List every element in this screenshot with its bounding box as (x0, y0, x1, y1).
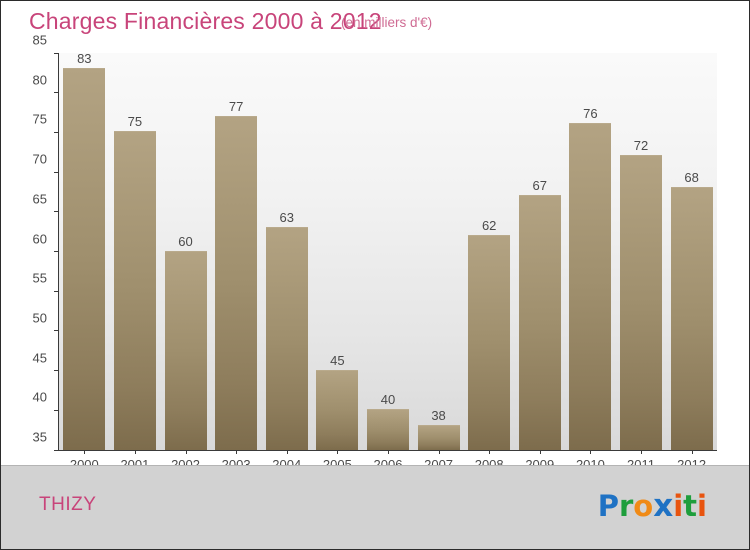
y-axis-tick-mark (54, 449, 59, 451)
y-axis-tick-label: 75 (32, 111, 47, 127)
bar[interactable] (215, 115, 258, 450)
bar[interactable] (518, 194, 561, 450)
bar-slot: 622008 (464, 53, 515, 472)
chart-plot-wrapper: 35 40 45 50 55 60 65 70 75 80 85 83200075200160200… (1, 34, 749, 472)
x-axis-tick-mark (337, 450, 339, 454)
y-axis-tick-label: 80 (32, 72, 47, 88)
x-axis-tick-mark (84, 450, 86, 454)
y-axis-tick-label: 55 (32, 270, 47, 286)
bar-value-label: 72 (633, 138, 649, 154)
bar-value-label: 77 (228, 98, 244, 114)
y-axis-tick-mark (54, 131, 59, 133)
y-axis-tick-label: 35 (32, 429, 47, 445)
chart-footer: THIZY Proxiti (1, 465, 749, 549)
x-axis-tick-mark (641, 450, 642, 454)
entity-name-label: THIZY (39, 494, 97, 515)
bar-slot: 632004 (261, 53, 312, 472)
bar[interactable] (670, 186, 713, 450)
x-axis-tick-mark (539, 450, 541, 454)
bar-slot: 602002 (160, 53, 211, 472)
y-axis-tick-mark (54, 171, 59, 173)
bar-value-label: 40 (380, 392, 396, 408)
bar[interactable] (417, 425, 460, 450)
logo-letter: i (697, 489, 707, 523)
logo-letter: r (618, 489, 634, 523)
bar-slot: 772003 (211, 53, 262, 472)
bar[interactable] (366, 409, 409, 450)
bar-slot: 832000 (59, 50, 110, 472)
y-axis-tick-label: 45 (32, 350, 47, 366)
y-axis-tick-label: 60 (32, 231, 47, 246)
y-axis-tick-label: 40 (32, 389, 47, 405)
y-axis-tick-mark (54, 52, 59, 54)
bar[interactable] (113, 131, 156, 450)
x-axis-tick-mark (236, 450, 238, 454)
logo-letter: i (673, 489, 684, 523)
x-axis-tick-mark (286, 450, 288, 454)
bar-slot: 682012 (666, 53, 717, 472)
bar[interactable] (620, 155, 662, 450)
x-axis-tick-mark (590, 450, 592, 454)
bar[interactable] (468, 234, 511, 450)
chart-plot-area: 35 40 45 50 55 60 65 70 75 80 85 83200075200160200… (33, 34, 717, 472)
y-axis-tick-mark (54, 211, 59, 213)
bar-series: 8320007520016020027720036320044520054020… (59, 50, 717, 472)
bar-slot: 452005 (312, 53, 363, 472)
bar-slot: 762010 (565, 53, 616, 472)
y-axis-tick-mark (54, 290, 59, 292)
y-axis-tick-mark (54, 409, 59, 411)
bar-slot: 722011 (616, 53, 667, 472)
bar-slot: 402006 (363, 53, 414, 472)
bar-value-label: 83 (77, 50, 92, 66)
x-axis-tick-mark (489, 450, 491, 454)
logo-letter: o (633, 489, 654, 523)
x-axis-tick-mark (438, 450, 440, 454)
bar[interactable] (164, 250, 207, 450)
bar[interactable] (265, 226, 308, 450)
bar-slot: 752001 (110, 53, 161, 472)
chart-header: Charges Financières 2000 à 2012 (en mill… (1, 1, 749, 41)
x-axis-tick-mark (185, 450, 187, 454)
bar-value-label: 63 (279, 209, 294, 225)
bar[interactable] (569, 123, 612, 450)
page-title: Charges Financières 2000 à 2012 (29, 8, 382, 34)
y-axis-tick-label: 50 (32, 310, 47, 326)
logo-letter: t (683, 489, 698, 523)
bar[interactable] (316, 369, 359, 450)
bar-value-label: 67 (532, 177, 548, 193)
bar-value-label: 45 (330, 352, 345, 368)
y-axis-tick-mark (54, 370, 59, 372)
y-axis-tick-mark (54, 330, 59, 332)
bar-slot: 382007 (413, 53, 464, 472)
y-axis-tick-mark (54, 251, 59, 252)
logo-letter: x (653, 488, 674, 524)
x-axis-tick-mark (134, 450, 136, 454)
chart-subtitle: (en milliers d'€) (341, 15, 433, 30)
y-axis-tick-label: 65 (32, 191, 47, 207)
x-axis-tick-mark (691, 450, 693, 454)
bar-value-label: 75 (127, 114, 143, 130)
proxiti-logo[interactable]: Proxiti (598, 488, 707, 524)
bar-value-label: 38 (431, 408, 446, 424)
logo-letter: P (597, 489, 619, 523)
bar[interactable] (63, 67, 106, 450)
bar-value-label: 68 (684, 169, 699, 185)
bar-value-label: 60 (178, 233, 193, 249)
bar-value-label: 76 (583, 106, 598, 122)
y-axis-tick-mark (54, 92, 59, 94)
bar-slot: 672009 (514, 53, 565, 472)
bar-value-label: 62 (481, 217, 497, 233)
y-axis-tick-label: 70 (32, 151, 47, 167)
y-axis-tick-label: 85 (32, 32, 47, 48)
x-axis-tick-mark (387, 450, 389, 454)
